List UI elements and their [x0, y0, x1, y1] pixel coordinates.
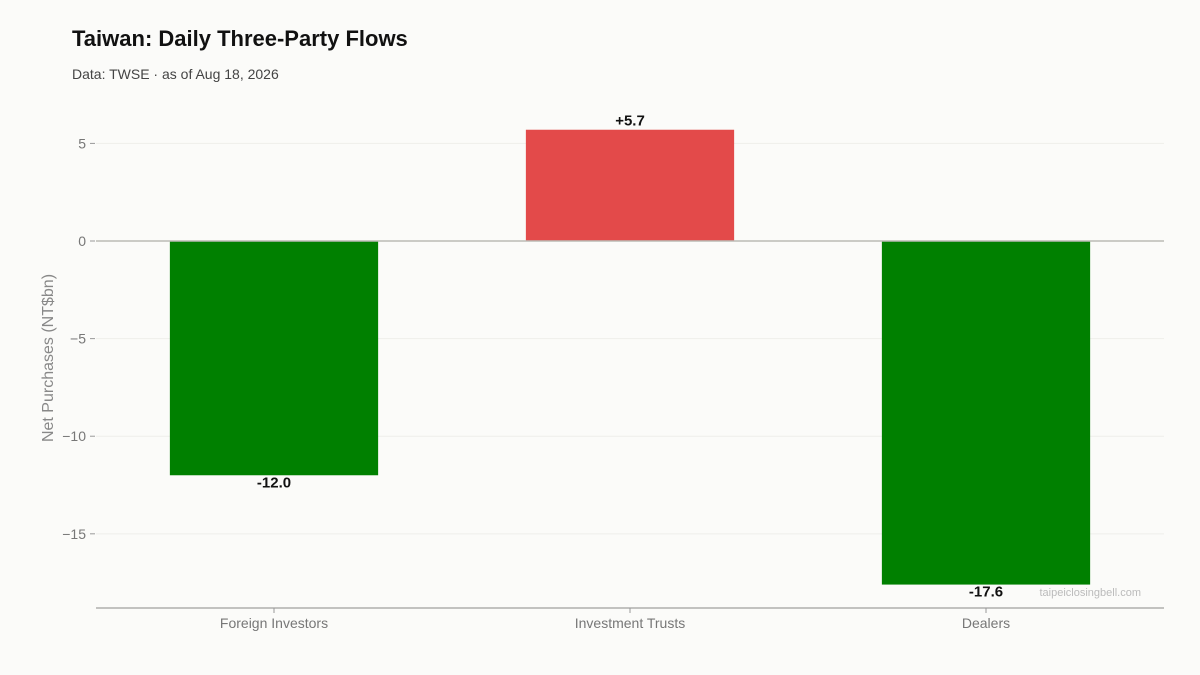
bar-investment-trusts — [525, 129, 735, 242]
y-axis-title: Net Purchases (NT$bn) — [40, 274, 57, 442]
y-tick-label: 5 — [78, 135, 86, 151]
chart-subtitle: Data: TWSE · as of Aug 18, 2026 — [72, 66, 279, 82]
y-tick-label: −5 — [70, 331, 86, 347]
y-tick-label: −10 — [62, 428, 86, 444]
bar-value-label: -12.0 — [257, 474, 291, 491]
y-tick-label: 0 — [78, 233, 86, 249]
x-tick-label: Foreign Investors — [220, 615, 328, 631]
y-tick-label: −15 — [62, 526, 86, 542]
bar-value-label: +5.7 — [615, 113, 645, 130]
chart-title: Taiwan: Daily Three-Party Flows — [72, 26, 408, 51]
bar-dealers — [881, 241, 1091, 585]
bar-foreign-investors — [169, 241, 379, 476]
x-tick-label: Investment Trusts — [575, 615, 685, 631]
bar-value-label: -17.6 — [969, 584, 1003, 601]
x-tick-label: Dealers — [962, 615, 1010, 631]
watermark: taipeiclosingbell.com — [1040, 587, 1142, 599]
